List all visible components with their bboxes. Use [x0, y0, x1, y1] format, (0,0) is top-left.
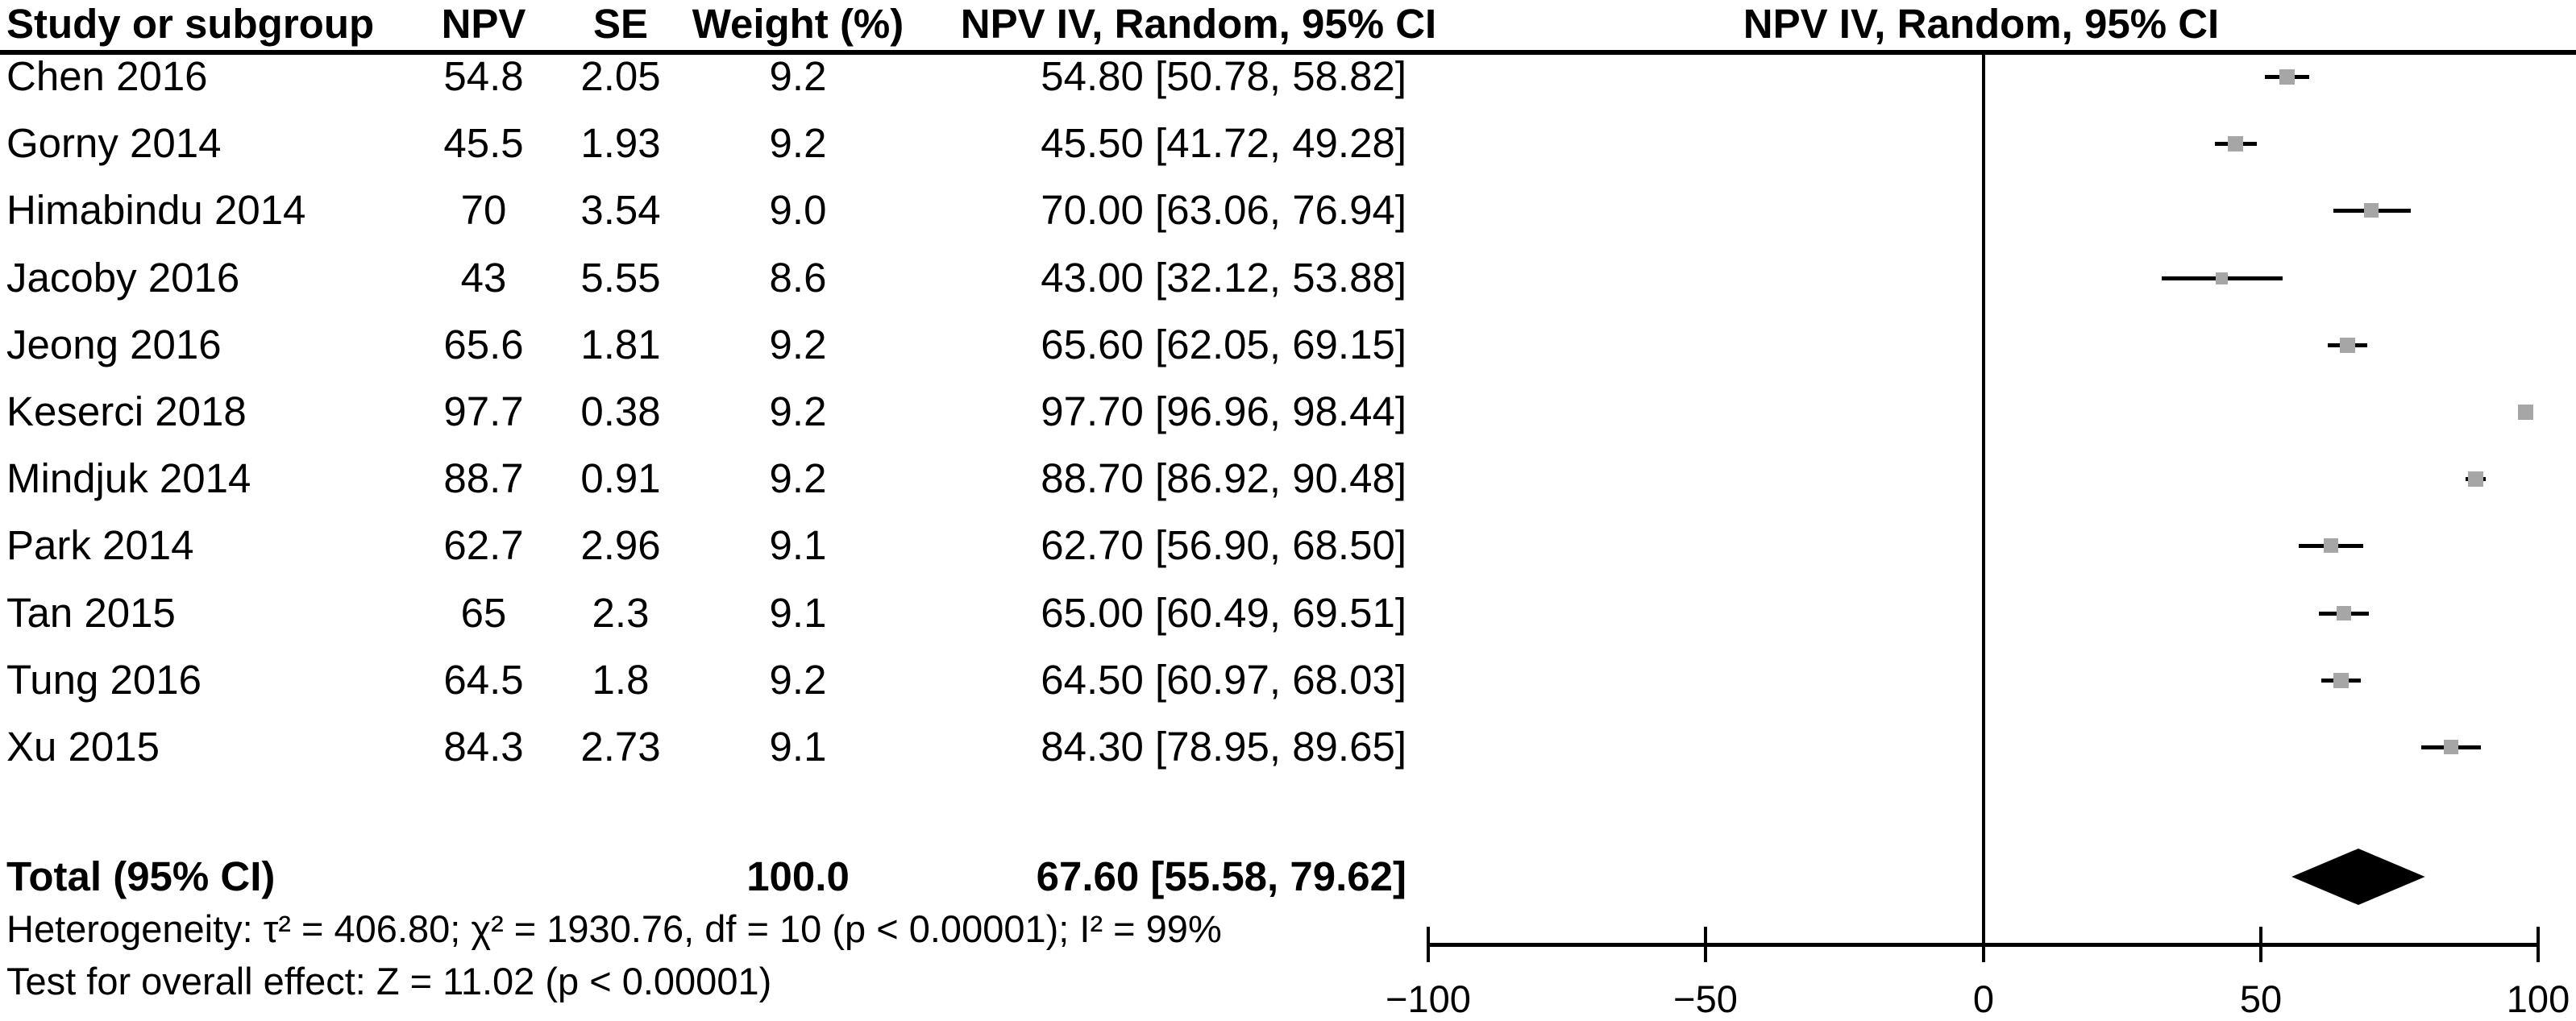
- study-label: Jeong 2016: [6, 322, 222, 367]
- zero-line: [1982, 55, 1985, 944]
- effect-square: [2468, 471, 2483, 487]
- x-axis-tick: [2259, 927, 2262, 962]
- study-npv: 62.7: [443, 522, 524, 568]
- study-se: 2.96: [580, 522, 661, 568]
- study-ci-text: 97.70 [96.96, 98.44]: [1041, 388, 1406, 434]
- study-se: 0.38: [580, 388, 661, 434]
- study-se: 1.93: [580, 120, 661, 166]
- column-header-study: Study or subgroup: [6, 1, 375, 47]
- total-weight: 100.0: [746, 853, 850, 899]
- study-npv: 65.6: [443, 322, 524, 367]
- study-ci-text: 88.70 [86.92, 90.48]: [1041, 455, 1406, 501]
- study-se: 2.05: [580, 53, 661, 99]
- study-weight: 9.2: [769, 455, 827, 501]
- study-weight: 9.2: [769, 657, 827, 703]
- study-weight: 9.2: [769, 53, 827, 99]
- column-header-npv: NPV: [441, 1, 526, 47]
- effect-square: [2337, 606, 2351, 620]
- study-ci-text: 43.00 [32.12, 53.88]: [1041, 255, 1406, 301]
- study-ci-text: 70.00 [63.06, 76.94]: [1041, 187, 1406, 233]
- study-npv: 97.7: [443, 388, 524, 434]
- study-weight: 9.1: [769, 590, 827, 636]
- study-npv: 88.7: [443, 455, 524, 501]
- study-label: Himabindu 2014: [6, 187, 306, 233]
- axis-tick-label: −50: [1673, 977, 1738, 1020]
- effect-square: [2340, 338, 2355, 353]
- effect-square: [2324, 538, 2338, 553]
- effect-square: [2444, 740, 2458, 754]
- study-weight: 9.2: [769, 120, 827, 166]
- axis-tick-label: 0: [1972, 977, 1995, 1020]
- study-se: 2.73: [580, 724, 661, 770]
- effect-square: [2228, 136, 2243, 151]
- study-weight: 9.2: [769, 322, 827, 367]
- x-axis-tick: [2537, 927, 2540, 962]
- axis-tick-label: −100: [1386, 977, 1471, 1020]
- x-axis-tick: [1704, 927, 1707, 962]
- study-npv: 43: [460, 255, 507, 301]
- effect-square: [2333, 673, 2349, 688]
- study-weight: 9.1: [769, 522, 827, 568]
- effect-square: [2364, 203, 2379, 218]
- effect-square: [2279, 69, 2295, 85]
- study-npv: 54.8: [443, 53, 524, 99]
- x-axis-tick: [1427, 927, 1430, 962]
- study-weight: 9.0: [769, 187, 827, 233]
- overall-effect-text: Test for overall effect: Z = 11.02 (p < …: [6, 960, 772, 1002]
- study-se: 2.3: [592, 590, 650, 636]
- column-header-plot: NPV IV, Random, 95% CI: [1743, 1, 2220, 47]
- study-ci-text: 64.50 [60.97, 68.03]: [1041, 657, 1406, 703]
- study-se: 1.8: [592, 657, 650, 703]
- study-label: Tan 2015: [6, 590, 176, 636]
- study-label: Gorny 2014: [6, 120, 222, 166]
- heterogeneity-text: Heterogeneity: τ² = 406.80; χ² = 1930.76…: [6, 907, 1222, 950]
- study-label: Jacoby 2016: [6, 255, 240, 301]
- study-se: 3.54: [580, 187, 661, 233]
- total-label: Total (95% CI): [6, 853, 276, 899]
- study-weight: 9.2: [769, 388, 827, 434]
- column-header-ci: NPV IV, Random, 95% CI: [960, 1, 1437, 47]
- study-npv: 84.3: [443, 724, 524, 770]
- study-label: Park 2014: [6, 522, 194, 568]
- effect-square: [2518, 405, 2533, 420]
- study-label: Chen 2016: [6, 53, 208, 99]
- study-npv: 45.5: [443, 120, 524, 166]
- study-weight: 9.1: [769, 724, 827, 770]
- total-ci-text: 67.60 [55.58, 79.62]: [1036, 853, 1406, 899]
- axis-tick-label: 50: [2239, 977, 2283, 1020]
- study-ci-text: 65.60 [62.05, 69.15]: [1041, 322, 1406, 367]
- study-npv: 70: [460, 187, 507, 233]
- study-weight: 8.6: [769, 255, 827, 301]
- axis-tick-label: 100: [2506, 977, 2570, 1020]
- study-npv: 64.5: [443, 657, 524, 703]
- study-ci-text: 84.30 [78.95, 89.65]: [1041, 724, 1406, 770]
- study-ci-text: 54.80 [50.78, 58.82]: [1041, 53, 1406, 99]
- study-npv: 65: [460, 590, 507, 636]
- study-se: 1.81: [580, 322, 661, 367]
- study-label: Keserci 2018: [6, 388, 247, 434]
- study-se: 5.55: [580, 255, 661, 301]
- study-label: Xu 2015: [6, 724, 160, 770]
- x-axis-tick: [1982, 927, 1985, 962]
- study-ci-text: 62.70 [56.90, 68.50]: [1041, 522, 1406, 568]
- study-ci-text: 65.00 [60.49, 69.51]: [1041, 590, 1406, 636]
- study-label: Tung 2016: [6, 657, 202, 703]
- column-header-se: SE: [592, 1, 649, 47]
- study-se: 0.91: [580, 455, 661, 501]
- column-header-weight: Weight (%): [692, 1, 904, 47]
- summary-diamond: [2291, 849, 2425, 905]
- effect-square: [2216, 272, 2228, 284]
- header-separator-line: [0, 50, 2576, 55]
- study-label: Mindjuk 2014: [6, 455, 251, 501]
- study-ci-text: 45.50 [41.72, 49.28]: [1041, 120, 1406, 166]
